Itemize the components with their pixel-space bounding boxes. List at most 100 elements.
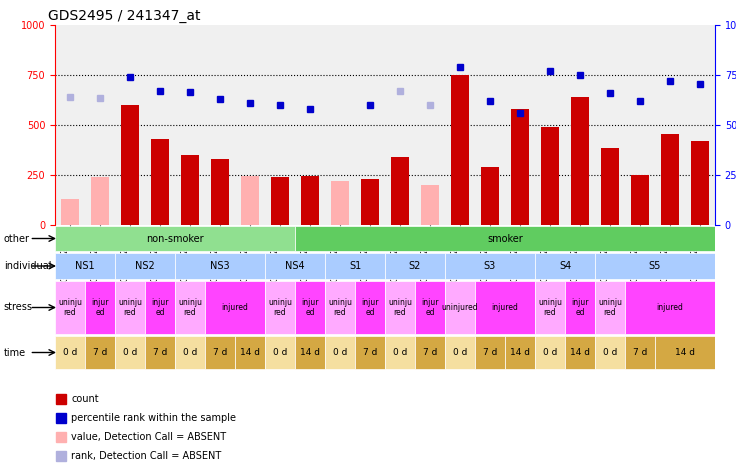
Text: uninju
red: uninju red bbox=[328, 298, 352, 317]
Bar bbox=[211, 159, 229, 225]
Bar bbox=[61, 199, 79, 225]
Text: uninju
red: uninju red bbox=[388, 298, 412, 317]
FancyBboxPatch shape bbox=[175, 253, 265, 280]
FancyBboxPatch shape bbox=[85, 336, 115, 369]
Text: uninju
red: uninju red bbox=[538, 298, 562, 317]
FancyBboxPatch shape bbox=[295, 336, 325, 369]
Bar bbox=[91, 177, 109, 225]
Text: 7 d: 7 d bbox=[422, 348, 437, 357]
Text: NS1: NS1 bbox=[75, 261, 95, 271]
FancyBboxPatch shape bbox=[115, 336, 145, 369]
Text: injur
ed: injur ed bbox=[91, 298, 109, 317]
FancyBboxPatch shape bbox=[55, 281, 85, 334]
FancyBboxPatch shape bbox=[385, 336, 415, 369]
Text: 0 d: 0 d bbox=[333, 348, 347, 357]
Text: uninju
red: uninju red bbox=[58, 298, 82, 317]
FancyBboxPatch shape bbox=[535, 281, 565, 334]
Text: 0 d: 0 d bbox=[543, 348, 557, 357]
Text: 0 d: 0 d bbox=[603, 348, 618, 357]
FancyBboxPatch shape bbox=[235, 336, 265, 369]
FancyBboxPatch shape bbox=[55, 253, 115, 280]
Text: 7 d: 7 d bbox=[213, 348, 227, 357]
Text: non-smoker: non-smoker bbox=[146, 234, 204, 244]
FancyBboxPatch shape bbox=[415, 336, 445, 369]
Text: injur
ed: injur ed bbox=[421, 298, 439, 317]
FancyBboxPatch shape bbox=[85, 281, 115, 334]
FancyBboxPatch shape bbox=[535, 336, 565, 369]
Bar bbox=[571, 97, 589, 225]
FancyBboxPatch shape bbox=[415, 281, 445, 334]
Text: 7 d: 7 d bbox=[363, 348, 377, 357]
FancyBboxPatch shape bbox=[325, 253, 385, 280]
Text: injured: injured bbox=[492, 303, 518, 312]
FancyBboxPatch shape bbox=[595, 336, 625, 369]
FancyBboxPatch shape bbox=[265, 281, 295, 334]
Text: S4: S4 bbox=[559, 261, 571, 271]
Bar bbox=[241, 176, 259, 225]
Bar bbox=[691, 141, 709, 225]
FancyBboxPatch shape bbox=[205, 336, 235, 369]
Text: 7 d: 7 d bbox=[153, 348, 167, 357]
Bar bbox=[181, 155, 199, 225]
Text: 0 d: 0 d bbox=[273, 348, 287, 357]
FancyBboxPatch shape bbox=[145, 336, 175, 369]
Bar bbox=[331, 181, 349, 225]
Text: uninju
red: uninju red bbox=[598, 298, 622, 317]
FancyBboxPatch shape bbox=[445, 336, 475, 369]
FancyBboxPatch shape bbox=[505, 336, 535, 369]
Text: 0 d: 0 d bbox=[63, 348, 77, 357]
Text: 0 d: 0 d bbox=[123, 348, 137, 357]
FancyBboxPatch shape bbox=[535, 253, 595, 280]
FancyBboxPatch shape bbox=[115, 253, 175, 280]
FancyBboxPatch shape bbox=[325, 336, 355, 369]
Text: S3: S3 bbox=[484, 261, 496, 271]
Bar bbox=[451, 75, 469, 225]
Text: injur
ed: injur ed bbox=[361, 298, 379, 317]
Bar bbox=[361, 179, 379, 225]
Text: 14 d: 14 d bbox=[300, 348, 320, 357]
Text: injur
ed: injur ed bbox=[152, 298, 169, 317]
Text: injur
ed: injur ed bbox=[571, 298, 589, 317]
FancyBboxPatch shape bbox=[295, 226, 715, 252]
Text: stress: stress bbox=[4, 302, 32, 312]
Text: 14 d: 14 d bbox=[510, 348, 530, 357]
FancyBboxPatch shape bbox=[355, 281, 385, 334]
Text: uninju
red: uninju red bbox=[178, 298, 202, 317]
Text: 14 d: 14 d bbox=[570, 348, 590, 357]
FancyBboxPatch shape bbox=[385, 281, 415, 334]
Text: GDS2495 / 241347_at: GDS2495 / 241347_at bbox=[49, 9, 201, 23]
FancyBboxPatch shape bbox=[265, 336, 295, 369]
Text: rank, Detection Call = ABSENT: rank, Detection Call = ABSENT bbox=[71, 451, 222, 461]
FancyBboxPatch shape bbox=[595, 281, 625, 334]
FancyBboxPatch shape bbox=[445, 253, 535, 280]
Text: 14 d: 14 d bbox=[675, 348, 695, 357]
FancyBboxPatch shape bbox=[625, 281, 715, 334]
FancyBboxPatch shape bbox=[475, 281, 535, 334]
Text: other: other bbox=[4, 234, 29, 244]
Bar bbox=[391, 157, 409, 225]
Bar bbox=[271, 177, 289, 225]
FancyBboxPatch shape bbox=[115, 281, 145, 334]
FancyBboxPatch shape bbox=[325, 281, 355, 334]
FancyBboxPatch shape bbox=[145, 281, 175, 334]
Text: uninju
red: uninju red bbox=[118, 298, 142, 317]
Bar bbox=[481, 167, 499, 225]
Text: S1: S1 bbox=[349, 261, 361, 271]
Text: 7 d: 7 d bbox=[633, 348, 647, 357]
FancyBboxPatch shape bbox=[265, 253, 325, 280]
Text: 0 d: 0 d bbox=[393, 348, 407, 357]
FancyBboxPatch shape bbox=[655, 336, 715, 369]
Bar bbox=[631, 175, 649, 225]
Bar bbox=[661, 134, 679, 225]
FancyBboxPatch shape bbox=[175, 281, 205, 334]
Bar bbox=[421, 185, 439, 225]
Text: 7 d: 7 d bbox=[483, 348, 498, 357]
FancyBboxPatch shape bbox=[595, 253, 715, 280]
Text: percentile rank within the sample: percentile rank within the sample bbox=[71, 413, 236, 423]
Text: NS2: NS2 bbox=[135, 261, 155, 271]
FancyBboxPatch shape bbox=[445, 281, 475, 334]
Text: injured: injured bbox=[222, 303, 249, 312]
Text: value, Detection Call = ABSENT: value, Detection Call = ABSENT bbox=[71, 432, 226, 442]
FancyBboxPatch shape bbox=[55, 226, 295, 252]
Text: 7 d: 7 d bbox=[93, 348, 107, 357]
